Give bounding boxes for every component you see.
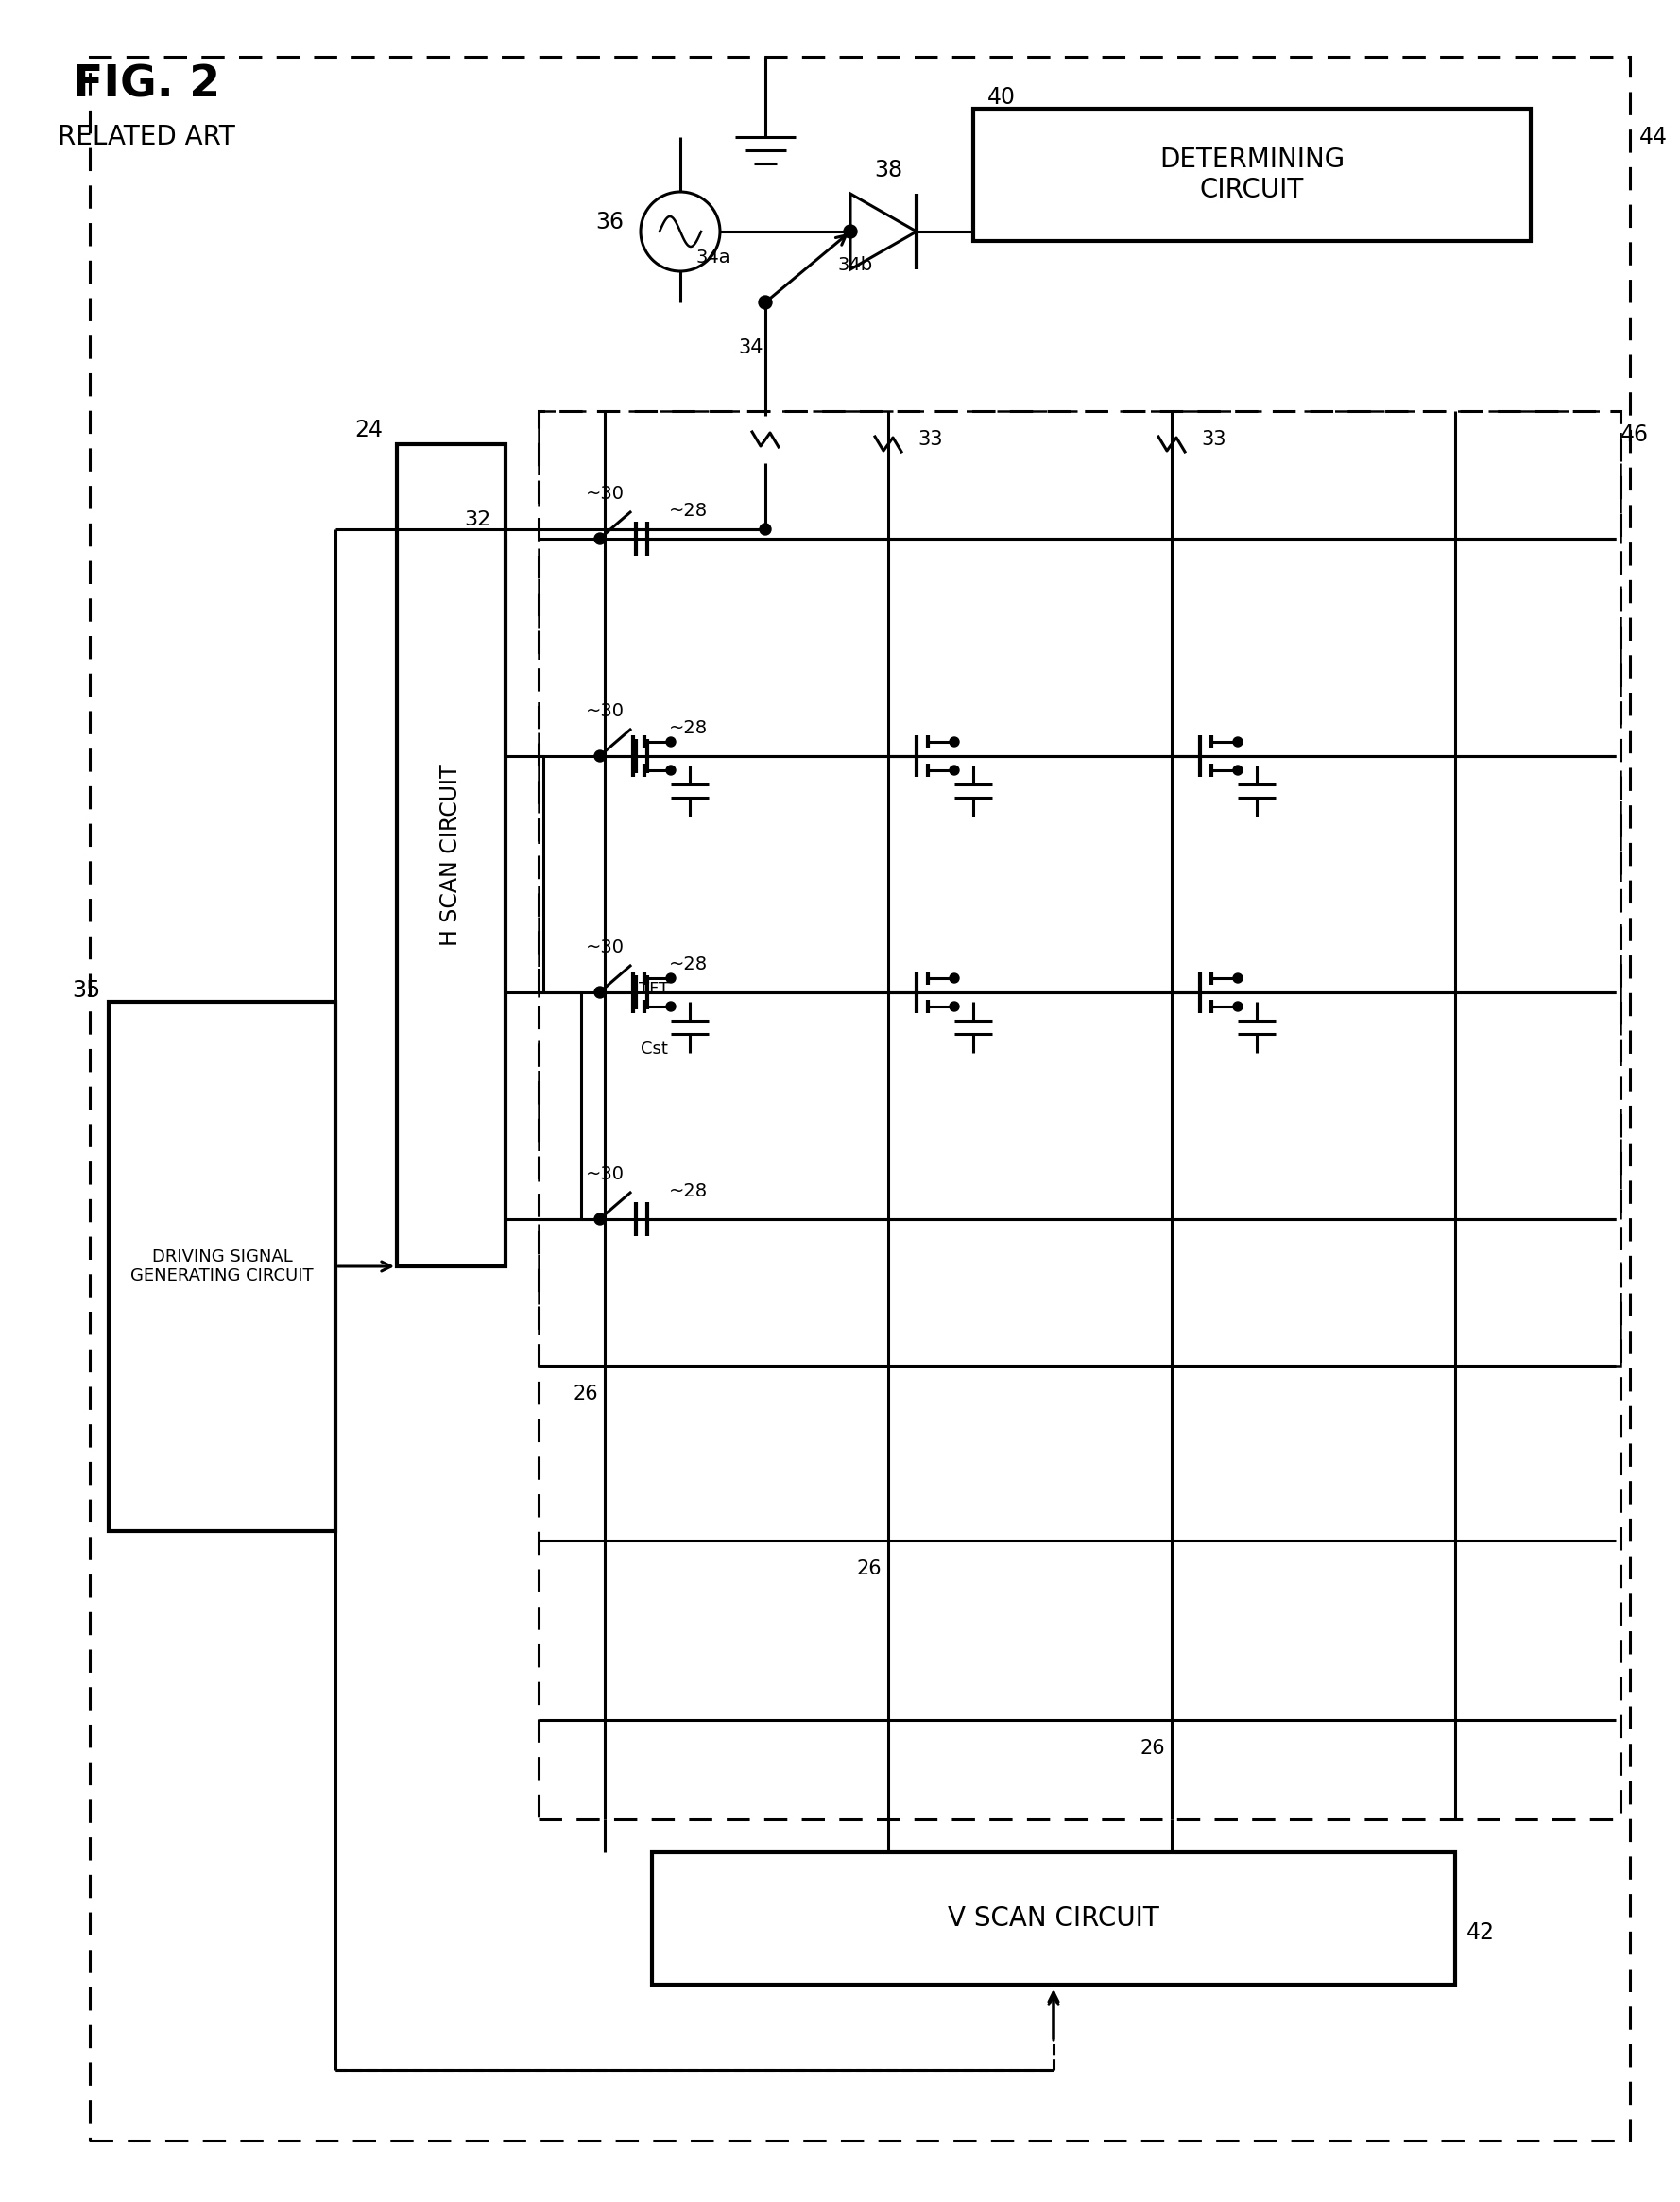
Circle shape bbox=[667, 766, 675, 775]
Circle shape bbox=[1233, 738, 1243, 746]
Circle shape bbox=[595, 533, 606, 544]
Circle shape bbox=[949, 766, 959, 775]
Circle shape bbox=[949, 738, 959, 746]
Bar bbox=[109, 1002, 336, 1530]
Text: 42: 42 bbox=[1467, 1922, 1495, 1944]
Text: 33: 33 bbox=[1201, 429, 1226, 449]
Bar bbox=[652, 1852, 1455, 1984]
Text: ~30: ~30 bbox=[585, 702, 623, 720]
Bar bbox=[539, 412, 1621, 1819]
Text: 33: 33 bbox=[919, 429, 942, 449]
Circle shape bbox=[595, 986, 606, 998]
Text: ~30: ~30 bbox=[585, 938, 623, 956]
Text: ~28: ~28 bbox=[669, 718, 707, 738]
Text: 26: 26 bbox=[1141, 1740, 1166, 1757]
Circle shape bbox=[759, 295, 773, 308]
Text: 24: 24 bbox=[354, 418, 383, 440]
Text: 35: 35 bbox=[72, 980, 101, 1002]
Circle shape bbox=[667, 738, 675, 746]
Text: 34a: 34a bbox=[696, 249, 731, 266]
Circle shape bbox=[667, 1002, 675, 1011]
Text: 40: 40 bbox=[988, 86, 1016, 108]
Text: DETERMINING
CIRCUIT: DETERMINING CIRCUIT bbox=[1159, 145, 1344, 203]
Text: 34: 34 bbox=[739, 339, 764, 357]
Text: DRIVING SIGNAL
GENERATING CIRCUIT: DRIVING SIGNAL GENERATING CIRCUIT bbox=[131, 1249, 314, 1284]
Text: ~28: ~28 bbox=[669, 1182, 707, 1200]
Text: ~30: ~30 bbox=[585, 1165, 623, 1182]
Circle shape bbox=[949, 973, 959, 982]
Circle shape bbox=[595, 751, 606, 762]
Text: H SCAN CIRCUIT: H SCAN CIRCUIT bbox=[440, 764, 462, 947]
Bar bbox=[396, 445, 506, 1266]
Bar bbox=[973, 108, 1530, 240]
Circle shape bbox=[949, 1002, 959, 1011]
Circle shape bbox=[1233, 973, 1243, 982]
Circle shape bbox=[1233, 1002, 1243, 1011]
Circle shape bbox=[759, 524, 771, 535]
Text: 32: 32 bbox=[464, 511, 491, 528]
Text: 46: 46 bbox=[1621, 423, 1648, 447]
Text: 38: 38 bbox=[874, 159, 902, 181]
Text: 26: 26 bbox=[573, 1385, 598, 1403]
Circle shape bbox=[667, 973, 675, 982]
Bar bbox=[539, 412, 1621, 1365]
Text: TFT: TFT bbox=[638, 980, 669, 998]
Text: 34b: 34b bbox=[838, 255, 872, 273]
Circle shape bbox=[1233, 766, 1243, 775]
Text: ~28: ~28 bbox=[669, 502, 707, 520]
Text: RELATED ART: RELATED ART bbox=[57, 123, 235, 150]
Text: FIG. 2: FIG. 2 bbox=[72, 64, 220, 106]
Text: 36: 36 bbox=[595, 211, 623, 233]
Circle shape bbox=[595, 1213, 606, 1224]
Text: 26: 26 bbox=[857, 1559, 882, 1579]
Text: ~30: ~30 bbox=[585, 484, 623, 502]
Circle shape bbox=[843, 225, 857, 238]
Text: 44: 44 bbox=[1640, 126, 1668, 148]
Text: ~28: ~28 bbox=[669, 956, 707, 973]
Text: Cst: Cst bbox=[640, 1042, 667, 1057]
Text: V SCAN CIRCUIT: V SCAN CIRCUIT bbox=[948, 1905, 1159, 1931]
